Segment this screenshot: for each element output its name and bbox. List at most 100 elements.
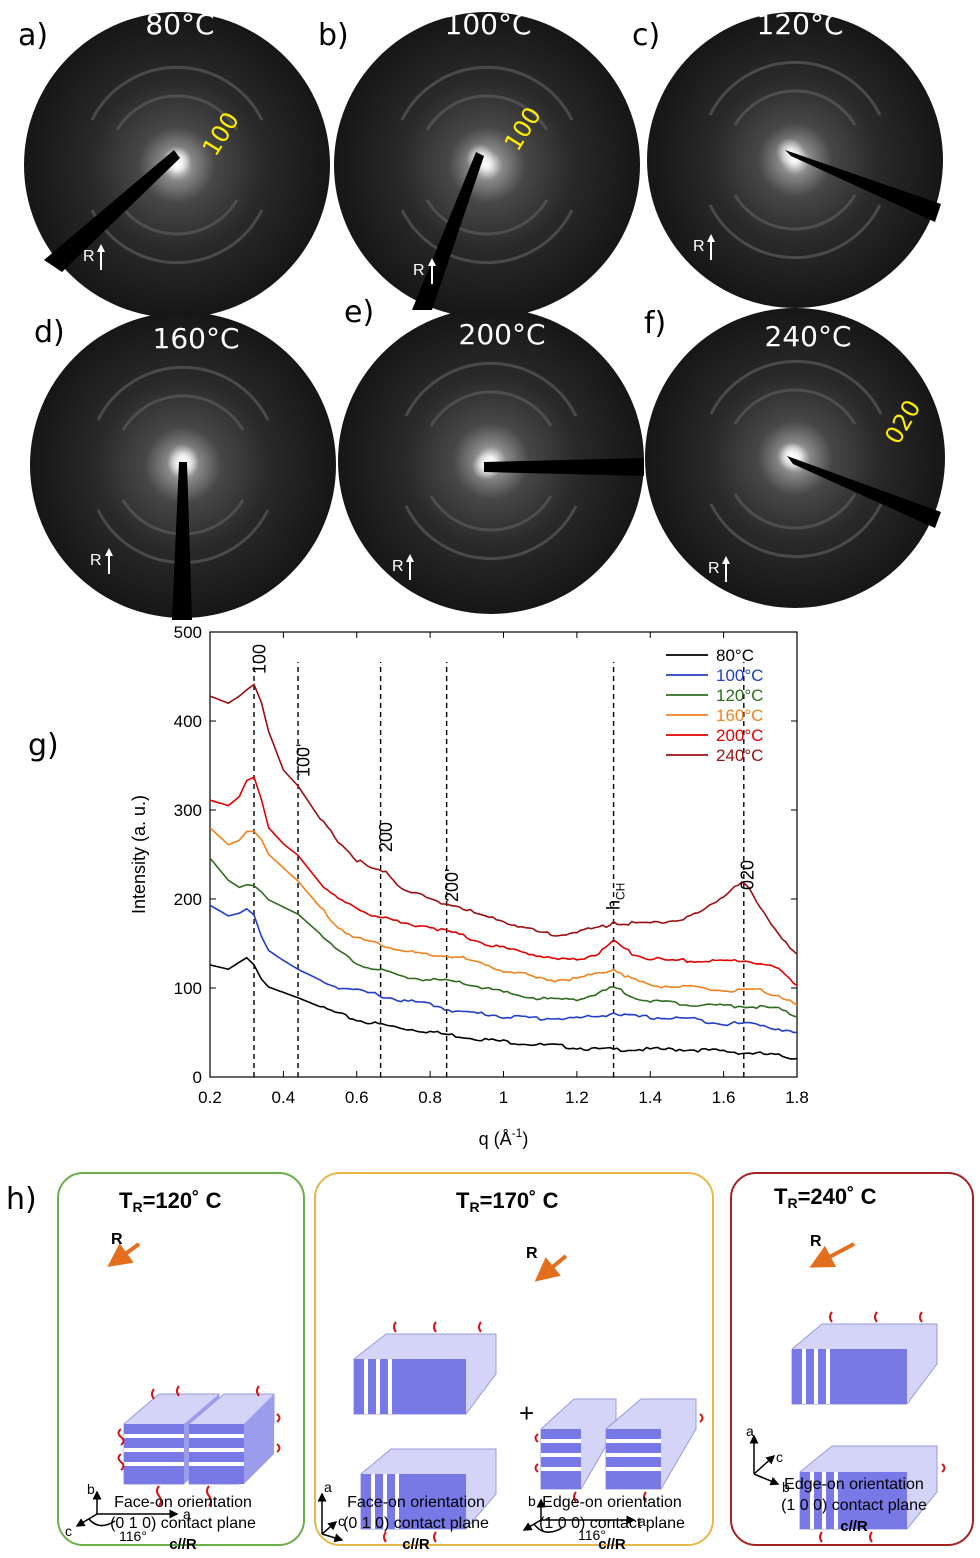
diffraction-pattern-b: [334, 12, 640, 318]
svg-text:a: a: [324, 1479, 332, 1495]
rubbing-arrow-icon: [406, 554, 414, 580]
svg-text:c: c: [776, 1449, 783, 1465]
x-tick-label: 0.6: [345, 1088, 369, 1107]
peak-annotation-label: 100: [250, 644, 270, 674]
y-tick-label: 400: [174, 712, 202, 731]
panel-letter-e: e): [344, 295, 375, 330]
face-on-stack-b: [605, 1398, 697, 1490]
peak-annotation-label: 020: [737, 860, 757, 890]
peak-annotation-label: 200: [376, 822, 396, 852]
edge-on-stack-bottom: [360, 1448, 497, 1530]
legend-entry: 240°C: [716, 746, 763, 765]
legend-entry: 100°C: [716, 666, 763, 685]
panel-letter-c: c): [632, 18, 661, 53]
svg-text:116°: 116°: [578, 1527, 606, 1543]
x-axis-label: q (Å-1): [479, 1126, 529, 1149]
legend-entry: 160°C: [716, 706, 763, 725]
crystal-axes-icon: [317, 1492, 636, 1543]
mixed-orientation-diagram: + R a c: [317, 1245, 704, 1543]
legend-entry: 80°C: [716, 646, 754, 665]
temperature-title-b: 100°C: [444, 8, 532, 41]
temperature-title-c: 120°C: [756, 8, 844, 41]
svg-text:a: a: [746, 1423, 754, 1439]
crystal-axes-icon: [749, 1434, 780, 1486]
side-chains: [117, 1385, 281, 1507]
rubbing-arrow-icon: [707, 234, 715, 260]
svg-text:b: b: [528, 1493, 536, 1509]
x-tick-label: 0.8: [418, 1088, 442, 1107]
xrd-line-chart: 0.2 0.4 0.6 0.8 1 1.2 1.4 1.6 1.8 0 100 200 300 400 50…: [129, 623, 809, 1149]
box-title-170: TR=170˚ C: [456, 1188, 559, 1215]
caption-120: Face-on orientation (0 1 0) contact plan…: [110, 1494, 256, 1553]
x-tick-label: 0.2: [198, 1088, 222, 1107]
series-line-100°C: [209, 904, 797, 1034]
box-title-240: TR=240˚ C: [774, 1184, 877, 1211]
panel-letter-h: h): [6, 1182, 37, 1217]
series-line-160°C: [209, 827, 798, 1006]
edge-on-stack-top: [353, 1333, 497, 1415]
edge-on-stack-bottom: [799, 1445, 938, 1530]
peak-annotation-label: hCH: [604, 883, 628, 910]
diffraction-pattern-f: [645, 308, 945, 608]
rubbing-label-b: R: [413, 262, 425, 279]
panel-letter-d: d): [34, 315, 65, 350]
orientation-box-170: TR=170˚ C + R: [314, 1172, 714, 1553]
svg-text:R: R: [526, 1245, 538, 1262]
svg-text:116°: 116°: [119, 1528, 147, 1544]
y-tick-label: 0: [193, 1068, 202, 1087]
orientation-box-120: TR=120˚ C R b a: [57, 1172, 305, 1553]
panel-letter-b: b): [318, 18, 349, 53]
rubbing-label-c: R: [693, 238, 705, 255]
rubbing-label-d: R: [90, 552, 102, 569]
rubbing-label-e: R: [392, 558, 404, 575]
svg-text:c: c: [65, 1523, 72, 1539]
orientation-box-240: TR=240˚ C R a c b Edge-on orientation (1: [730, 1172, 974, 1546]
svg-text:c: c: [338, 1513, 345, 1529]
rubbing-arrow-icon: [105, 548, 113, 574]
crystal-axes-icon: [75, 1490, 179, 1527]
svg-text:a: a: [183, 1506, 191, 1522]
panel-letter-f: f): [644, 306, 667, 341]
edge-on-stack-top: [791, 1323, 938, 1405]
y-axis-label: Intensity (a. u.): [129, 795, 149, 914]
face-on-stack-a: [540, 1398, 617, 1490]
diffraction-pattern-e: [338, 308, 644, 614]
svg-text:b: b: [782, 1479, 790, 1495]
svg-text:+: +: [519, 1398, 534, 1428]
face-on-lamella-diagram: R b a c 116°: [65, 1231, 281, 1544]
diffraction-pattern-a: [24, 12, 330, 318]
x-tick-label: 1: [499, 1088, 508, 1107]
temperature-title-a: 80°C: [145, 8, 215, 41]
rubbing-label-a: R: [83, 248, 95, 265]
x-tick-label: 1.4: [638, 1088, 662, 1107]
peak-annotation-label: 100': [294, 744, 314, 777]
caption-240: Edge-on orientation (1 0 0) contact plan…: [781, 1476, 927, 1535]
peak-annotation-label: 200': [442, 869, 462, 902]
series-line-120°C: [209, 857, 798, 1018]
series-line-240°C: [209, 683, 798, 955]
diffraction-pattern-c: [647, 12, 943, 308]
legend-entry: 200°C: [716, 726, 763, 745]
y-tick-label: 500: [174, 623, 202, 642]
panel-letter-g: g): [28, 728, 59, 763]
y-tick-label: 200: [174, 890, 202, 909]
panel-letter-a: a): [18, 18, 49, 53]
rubbing-arrow-icon: [722, 556, 730, 582]
side-chains: [383, 1321, 704, 1543]
x-tick-label: 0.4: [272, 1088, 296, 1107]
x-tick-label: 1.6: [712, 1088, 736, 1107]
svg-text:R: R: [111, 1231, 123, 1248]
series-line-200°C: [209, 775, 798, 987]
rubbing-arrow-icon: [428, 258, 436, 284]
y-tick-label: 300: [174, 801, 202, 820]
svg-text:b: b: [87, 1481, 95, 1497]
svg-text:a: a: [638, 1513, 646, 1529]
caption-170-face-on: Face-on orientation (0 1 0) contact plan…: [343, 1494, 489, 1553]
rubbing-label-f: R: [708, 560, 720, 577]
box-title-120: TR=120˚ C: [119, 1188, 222, 1215]
diffraction-pattern-d: [30, 312, 336, 620]
edge-on-lamella-diagram: R a c b: [746, 1233, 946, 1543]
x-tick-label: 1.8: [785, 1088, 809, 1107]
temperature-title-f: 240°C: [764, 320, 852, 353]
temperature-title-e: 200°C: [458, 318, 546, 351]
